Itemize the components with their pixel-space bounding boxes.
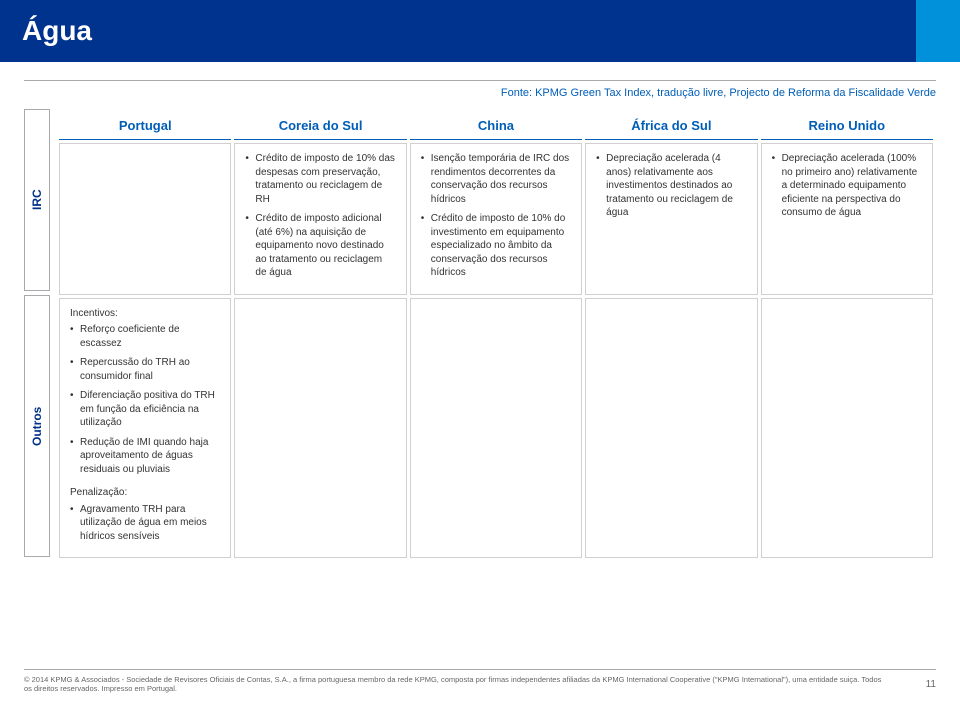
list-item: Depreciação acelerada (100% no primeiro … xyxy=(772,152,922,220)
cell-irc-coreia: Crédito de imposto de 10% das despesas c… xyxy=(234,143,406,295)
list-item: Isenção temporária de IRC dos rendimento… xyxy=(421,152,571,206)
list-item: Crédito de imposto de 10% do investiment… xyxy=(421,212,571,280)
incentivos-label: Incentivos: xyxy=(70,307,220,321)
cell-irc-africa: Depreciação acelerada (4 anos) relativam… xyxy=(585,143,757,295)
cell-irc-portugal xyxy=(59,143,231,295)
cell-outros-coreia xyxy=(234,298,406,559)
list-item: Diferenciação positiva do TRH em função … xyxy=(70,389,220,430)
footer-copyright: © 2014 KPMG & Associados - Sociedade de … xyxy=(24,675,884,695)
list-item: Crédito de imposto adicional (até 6%) na… xyxy=(245,212,395,280)
cell-outros-portugal: Incentivos: Reforço coeficiente de escas… xyxy=(59,298,231,559)
row-label-irc: IRC xyxy=(24,109,50,291)
penal-label: Penalização: xyxy=(70,486,220,500)
list-item: Repercussão do TRH ao consumidor final xyxy=(70,356,220,383)
row-labels: IRC Outros xyxy=(24,109,50,561)
cell-irc-reino: Depreciação acelerada (100% no primeiro … xyxy=(761,143,933,295)
cell-outros-china xyxy=(410,298,582,559)
table-wrap: Portugal Coreia do Sul China África do S… xyxy=(56,109,936,561)
list-item: Redução de IMI quando haja aproveitament… xyxy=(70,436,220,477)
comparison-table: Portugal Coreia do Sul China África do S… xyxy=(56,109,936,561)
footer: © 2014 KPMG & Associados - Sociedade de … xyxy=(24,669,936,695)
col-header-china: China xyxy=(410,112,582,140)
list-item: Agravamento TRH para utilização de água … xyxy=(70,503,220,544)
table-row-outros: Incentivos: Reforço coeficiente de escas… xyxy=(59,298,933,559)
col-header-portugal: Portugal xyxy=(59,112,231,140)
cell-irc-china: Isenção temporária de IRC dos rendimento… xyxy=(410,143,582,295)
page-number: 11 xyxy=(926,679,936,690)
col-header-reino: Reino Unido xyxy=(761,112,933,140)
header-bar: Água xyxy=(0,0,960,62)
row-label-outros: Outros xyxy=(24,295,50,557)
list-item: Reforço coeficiente de escassez xyxy=(70,323,220,350)
col-header-africa: África do Sul xyxy=(585,112,757,140)
list-item: Crédito de imposto de 10% das despesas c… xyxy=(245,152,395,206)
source-text: Fonte: KPMG Green Tax Index, tradução li… xyxy=(0,87,936,99)
cell-outros-africa xyxy=(585,298,757,559)
page-title: Água xyxy=(22,15,92,47)
col-header-coreia: Coreia do Sul xyxy=(234,112,406,140)
cell-outros-reino xyxy=(761,298,933,559)
content-area: IRC Outros Portugal Coreia do Sul China … xyxy=(24,109,936,561)
divider xyxy=(24,80,936,81)
table-row-irc: Crédito de imposto de 10% das despesas c… xyxy=(59,143,933,295)
list-item: Depreciação acelerada (4 anos) relativam… xyxy=(596,152,746,220)
header-accent xyxy=(916,0,960,62)
